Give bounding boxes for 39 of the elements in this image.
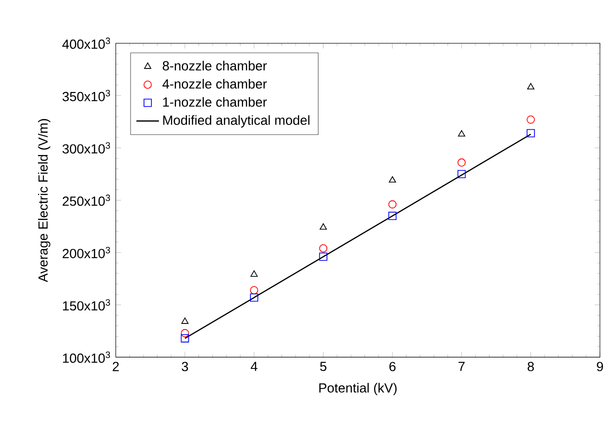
point xyxy=(458,170,466,178)
point xyxy=(250,294,258,302)
point xyxy=(527,83,534,90)
x-tick-label: 2 xyxy=(112,362,119,372)
y-tick-label: 100x10$^{3}$ xyxy=(63,352,110,364)
point xyxy=(180,334,190,343)
legend-label: 1-nozzle chamber xyxy=(163,97,267,107)
y-axis-title: Average Electric Field (V/m) xyxy=(38,119,50,282)
point xyxy=(458,158,466,167)
x-tick-label: 9 xyxy=(596,362,603,372)
y-tick-label: 150x10$^{3}$ xyxy=(63,299,110,311)
x-tick-label: 5 xyxy=(320,362,326,372)
point xyxy=(319,252,328,262)
point xyxy=(458,130,466,137)
y-tick-label: 300x10$^{3}$ xyxy=(62,142,110,154)
legend-label: 8-nozzle chamber xyxy=(162,61,267,71)
x-axis-title: Potential (kV) xyxy=(319,383,397,396)
point xyxy=(181,318,189,324)
x-tick-label: 8 xyxy=(528,362,534,372)
point xyxy=(388,212,397,220)
y-tick-label: 200x10$^{3}$ xyxy=(62,247,110,258)
x-tick-label: 6 xyxy=(389,362,396,372)
x-tick-label: 3 xyxy=(182,362,188,372)
point xyxy=(250,270,258,277)
point xyxy=(320,224,327,230)
point xyxy=(319,244,328,253)
point xyxy=(388,176,396,183)
legend-label: 4-nozzle chamber xyxy=(162,79,267,89)
y-tick-label: 400x10$^{3}$ xyxy=(62,38,110,50)
y-tick-label: 250x10$^{3}$ xyxy=(62,194,110,206)
y-tick-label: 350x10$^{3}$ xyxy=(62,90,110,102)
x-tick-label: 7 xyxy=(458,362,465,372)
point xyxy=(526,129,535,138)
point xyxy=(250,286,258,295)
legend-label: Modified analytical model xyxy=(163,115,310,128)
point xyxy=(388,200,397,209)
x-tick-label: 4 xyxy=(250,362,258,372)
point xyxy=(526,116,535,124)
point xyxy=(180,329,190,338)
